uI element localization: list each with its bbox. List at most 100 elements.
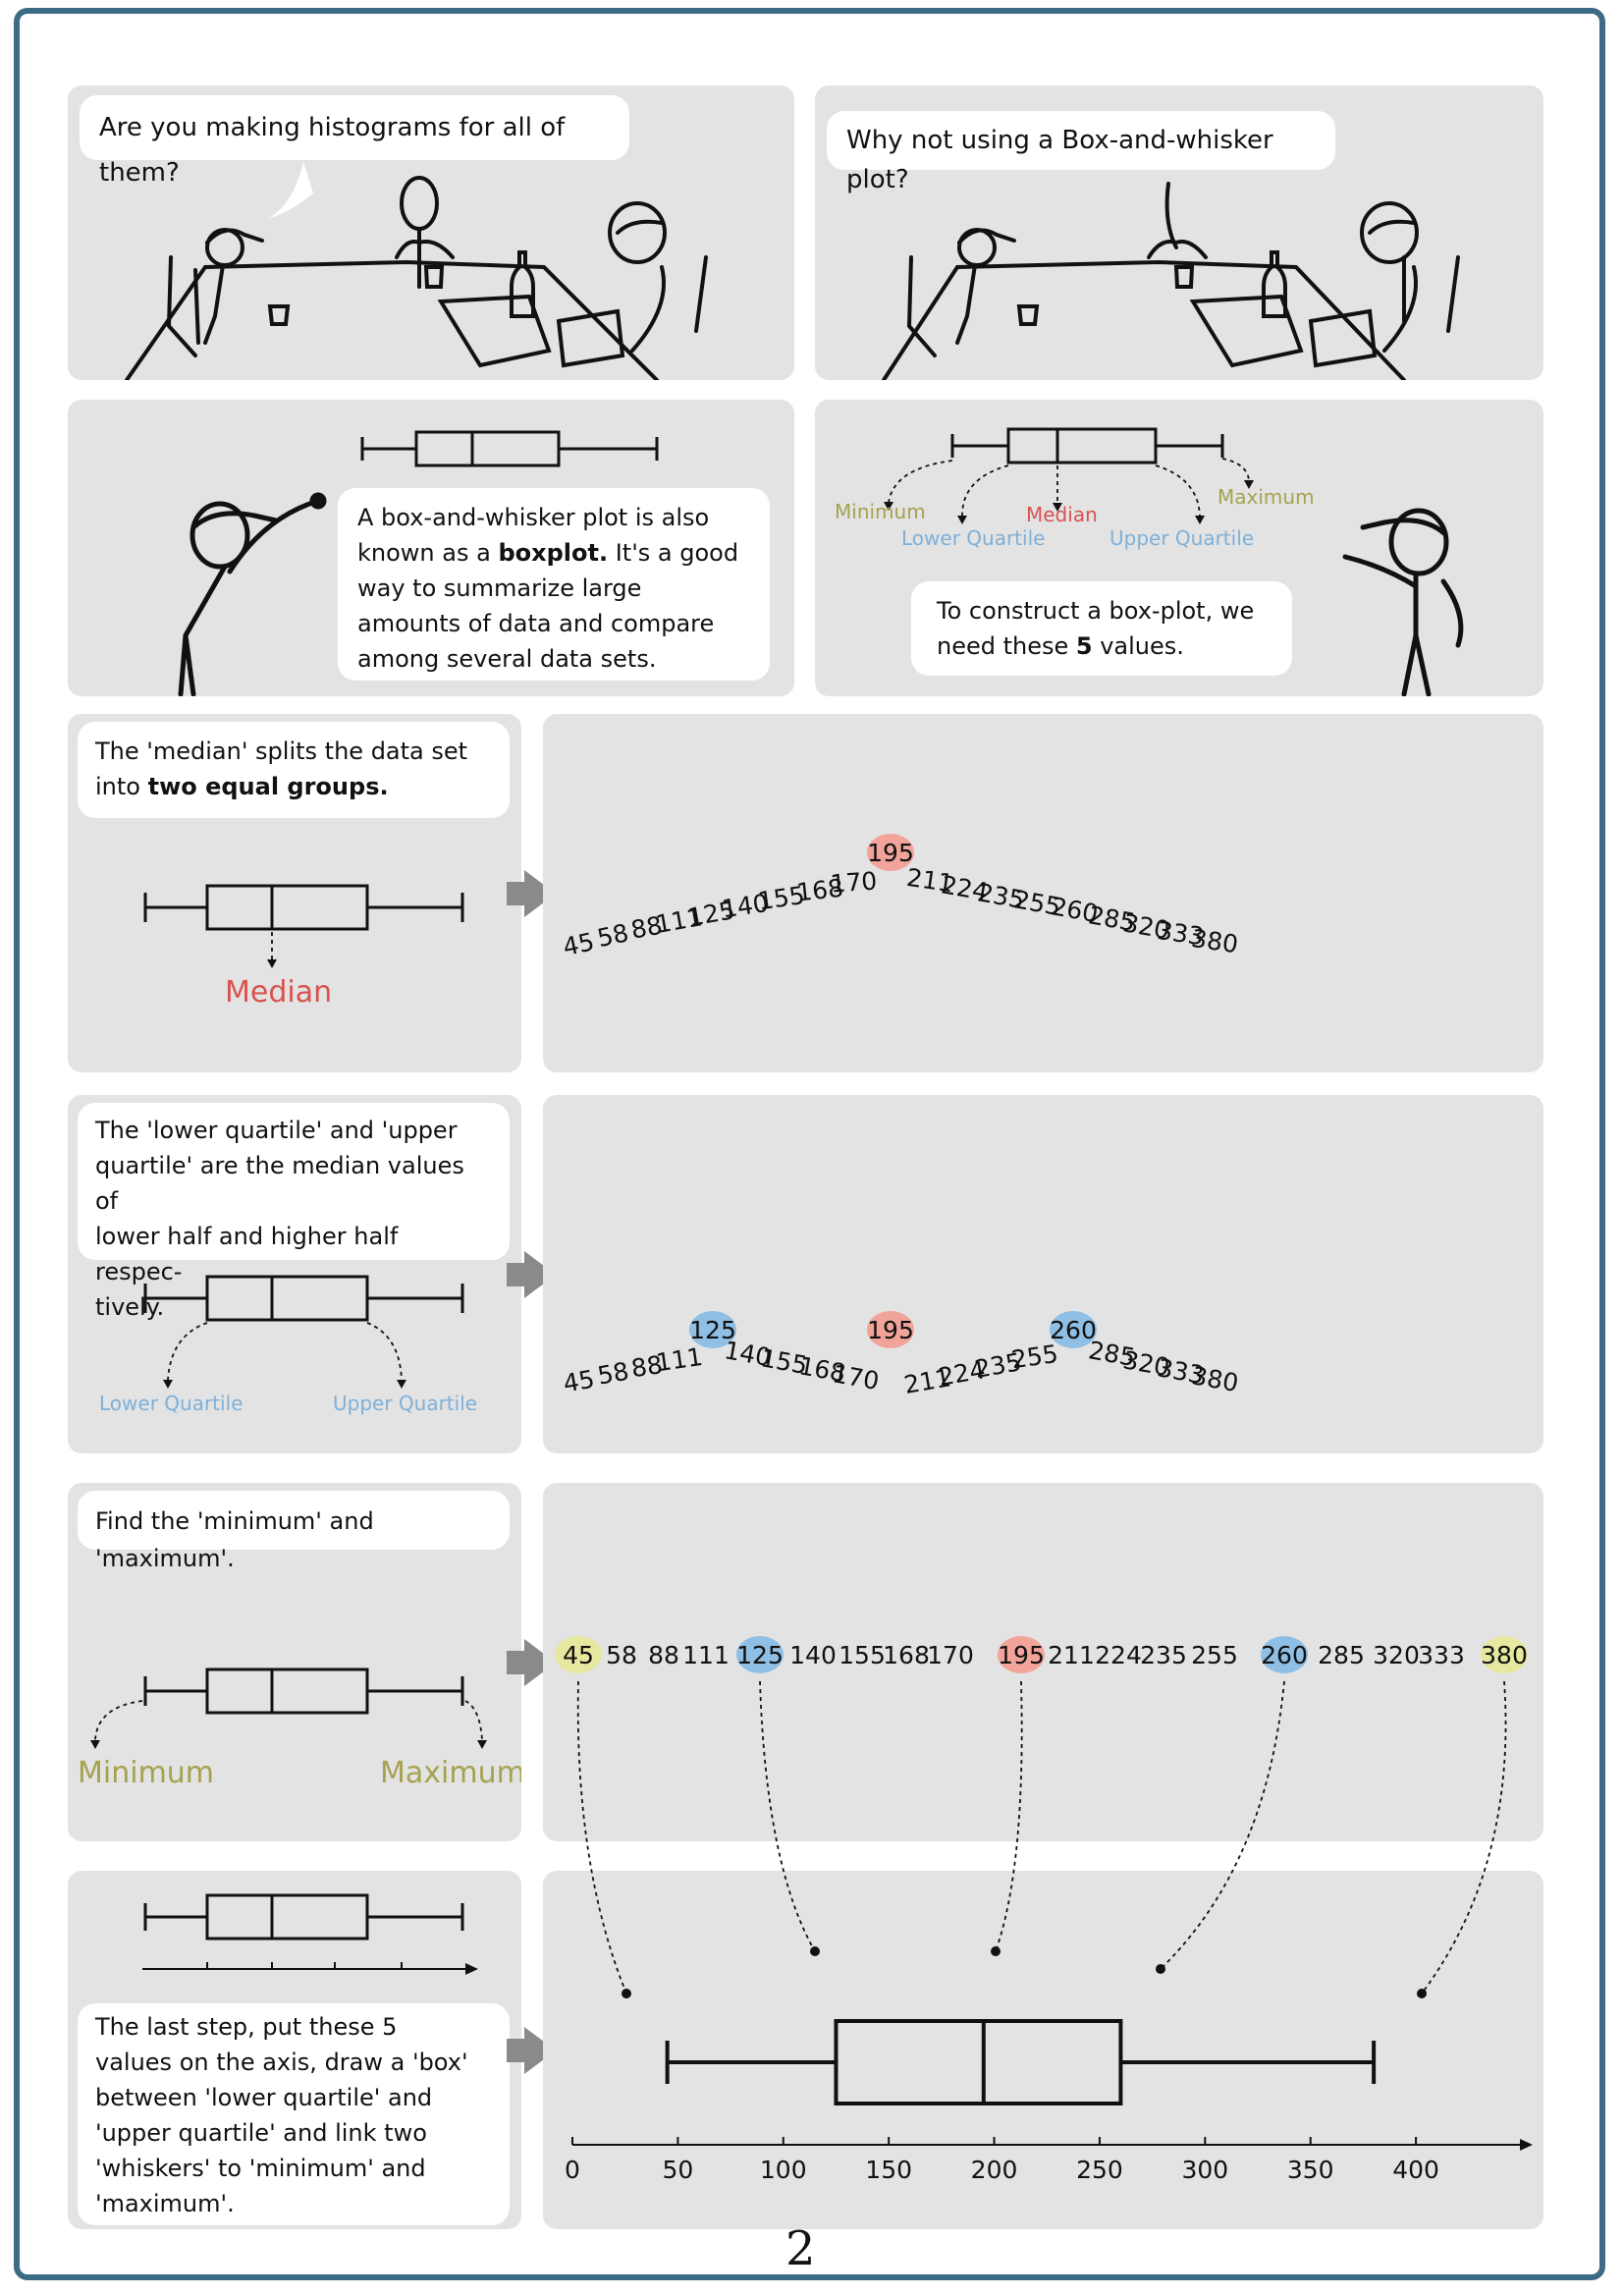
x-tick-label: 400 xyxy=(1392,2156,1439,2184)
x-tick-label: 150 xyxy=(865,2156,912,2184)
data-value-highlight xyxy=(998,1636,1045,1673)
text-line: The 'median' splits the data set xyxy=(95,738,468,765)
data-value: 224 xyxy=(1095,1641,1142,1669)
speech-bubble-definition: A box-and-whisker plot is also known as … xyxy=(338,488,770,681)
panel-median-explanation: The 'median' splits the data set into tw… xyxy=(68,714,521,1072)
data-value: 111 xyxy=(654,1342,704,1377)
x-tick-label: 200 xyxy=(971,2156,1018,2184)
data-value: 155 xyxy=(756,881,806,915)
data-value: 125 xyxy=(736,1636,784,1673)
data-value: 260 xyxy=(1050,1311,1097,1348)
data-value-highlight xyxy=(1050,1311,1097,1348)
data-value: 320 xyxy=(1373,1641,1420,1669)
panel-minmax-explanation: Find the 'minimum' and 'maximum'. Minimu… xyxy=(68,1483,521,1841)
connector-arrow xyxy=(759,1680,816,1952)
data-value-label: 168 xyxy=(883,1641,930,1669)
data-value: 285 xyxy=(1318,1641,1365,1669)
arrow-right-icon xyxy=(507,1639,556,1686)
data-value: 333 xyxy=(1156,916,1206,951)
data-value-label: 168 xyxy=(795,874,844,907)
data-value: 168 xyxy=(795,874,844,907)
label-median: Median xyxy=(225,975,332,1010)
data-value: 88 xyxy=(628,911,664,945)
data-value-label: 195 xyxy=(867,1316,914,1344)
connector-arrow xyxy=(576,1680,627,1995)
data-value: 380 xyxy=(1481,1636,1528,1673)
text-line: To construct a box-plot, we xyxy=(937,597,1255,625)
panel-median-data: 45 58 88 111 125 140 155 168 170 195 211 224 235 255 2… xyxy=(543,714,1543,1072)
text-line: into two equal groups. xyxy=(95,773,389,800)
iqr-box xyxy=(834,2019,1123,2105)
data-value: 125 xyxy=(689,1311,736,1348)
data-value-label: 255 xyxy=(1009,1339,1059,1374)
panel-final-step: The last step, put these 5 values on the… xyxy=(68,1871,521,2229)
data-value-label: 45 xyxy=(563,1641,594,1669)
data-value: 58 xyxy=(595,1357,630,1391)
data-value: 170 xyxy=(927,1641,974,1669)
label-lower-quartile: Lower Quartile xyxy=(99,1392,243,1415)
data-value-label: 285 xyxy=(1318,1641,1365,1669)
text-line: amounts of data and compare xyxy=(357,610,715,637)
data-value: 88 xyxy=(648,1641,679,1669)
data-value-highlight xyxy=(689,1311,736,1348)
connector-arrowhead xyxy=(991,1946,1001,1956)
presenter-figure xyxy=(178,492,327,696)
data-value-label: 58 xyxy=(595,1357,630,1391)
boxplot-on-axis xyxy=(142,1893,478,1975)
data-value-label: 211 xyxy=(1048,1641,1095,1669)
data-value: 168 xyxy=(883,1641,930,1669)
data-value-highlight xyxy=(555,1636,602,1673)
data-value-label: 58 xyxy=(595,918,631,953)
label-maximum: Maximum xyxy=(1217,485,1315,509)
speech-bubble-five-values: To construct a box-plot, we need these 5… xyxy=(911,581,1292,676)
panel-quartile-data: 45 58 88 111 125 140 155 168 170 195 211 224 235 255 2… xyxy=(543,1095,1543,1453)
x-axis-arrowhead xyxy=(1520,2139,1533,2151)
data-value: 155 xyxy=(839,1641,886,1669)
speech-bubble-boxplot: Why not using a Box-and-whisker plot? xyxy=(827,111,1335,194)
data-value-highlight xyxy=(867,1311,914,1348)
label-maximum: Maximum xyxy=(380,1756,521,1790)
data-value: 195 xyxy=(998,1636,1045,1673)
text-line: need these 5 values. xyxy=(937,632,1184,660)
arrow-right-icon xyxy=(507,1251,556,1298)
x-tick-label: 100 xyxy=(760,2156,807,2184)
data-value: 260 xyxy=(1261,1636,1308,1673)
text-line: lower half and higher half respec- xyxy=(95,1223,399,1285)
label-upper-quartile: Upper Quartile xyxy=(333,1392,477,1415)
panel-final-boxplot: 0 50 100 150 200 250 300 350 400 xyxy=(543,1871,1543,2229)
data-value-label: 155 xyxy=(756,881,806,915)
data-value-label: 195 xyxy=(867,839,914,867)
text-line: quartile' are the median values of xyxy=(95,1152,464,1215)
x-tick-label: 250 xyxy=(1076,2156,1123,2184)
boxplot-illustration xyxy=(178,430,659,696)
data-value: 211 xyxy=(905,863,955,898)
data-value-highlight xyxy=(736,1636,784,1673)
data-value-label: 255 xyxy=(1191,1641,1238,1669)
speech-text: Find the 'minimum' and 'maximum'. xyxy=(95,1507,374,1572)
text-line: The last step, put these 5 xyxy=(95,2013,398,2041)
connector-arrow xyxy=(995,1680,1023,1952)
presenter-figure xyxy=(1342,508,1464,696)
x-tick-label: 50 xyxy=(662,2156,693,2184)
label-median: Median xyxy=(1026,503,1098,526)
text-line: The 'lower quartile' and 'upper xyxy=(95,1117,458,1144)
connector-arrowhead xyxy=(1417,1989,1427,1998)
data-value-label: 88 xyxy=(628,911,664,945)
quartile-boxplot: Lower Quartile Upper Quartile xyxy=(99,1275,477,1415)
data-value-label: 125 xyxy=(736,1641,784,1669)
speech-text: Are you making histograms for all of the… xyxy=(99,113,566,188)
data-value-highlight xyxy=(867,834,914,871)
text-line: values on the axis, draw a 'box' xyxy=(95,2049,468,2076)
speech-bubble-median: The 'median' splits the data set into tw… xyxy=(78,722,510,818)
data-value: 58 xyxy=(595,918,631,953)
data-value-label: 224 xyxy=(1095,1641,1142,1669)
data-value-label: 333 xyxy=(1418,1641,1465,1669)
data-value: 255 xyxy=(1191,1641,1238,1669)
connector-arrow xyxy=(1160,1680,1285,1970)
data-value: 88 xyxy=(629,1350,665,1383)
label-minimum: Minimum xyxy=(835,500,926,523)
data-value-label: 88 xyxy=(648,1641,679,1669)
five-values-illustration: Minimum Lower Quartile Median Upper Quar… xyxy=(835,427,1464,696)
data-value-label: 140 xyxy=(789,1641,837,1669)
